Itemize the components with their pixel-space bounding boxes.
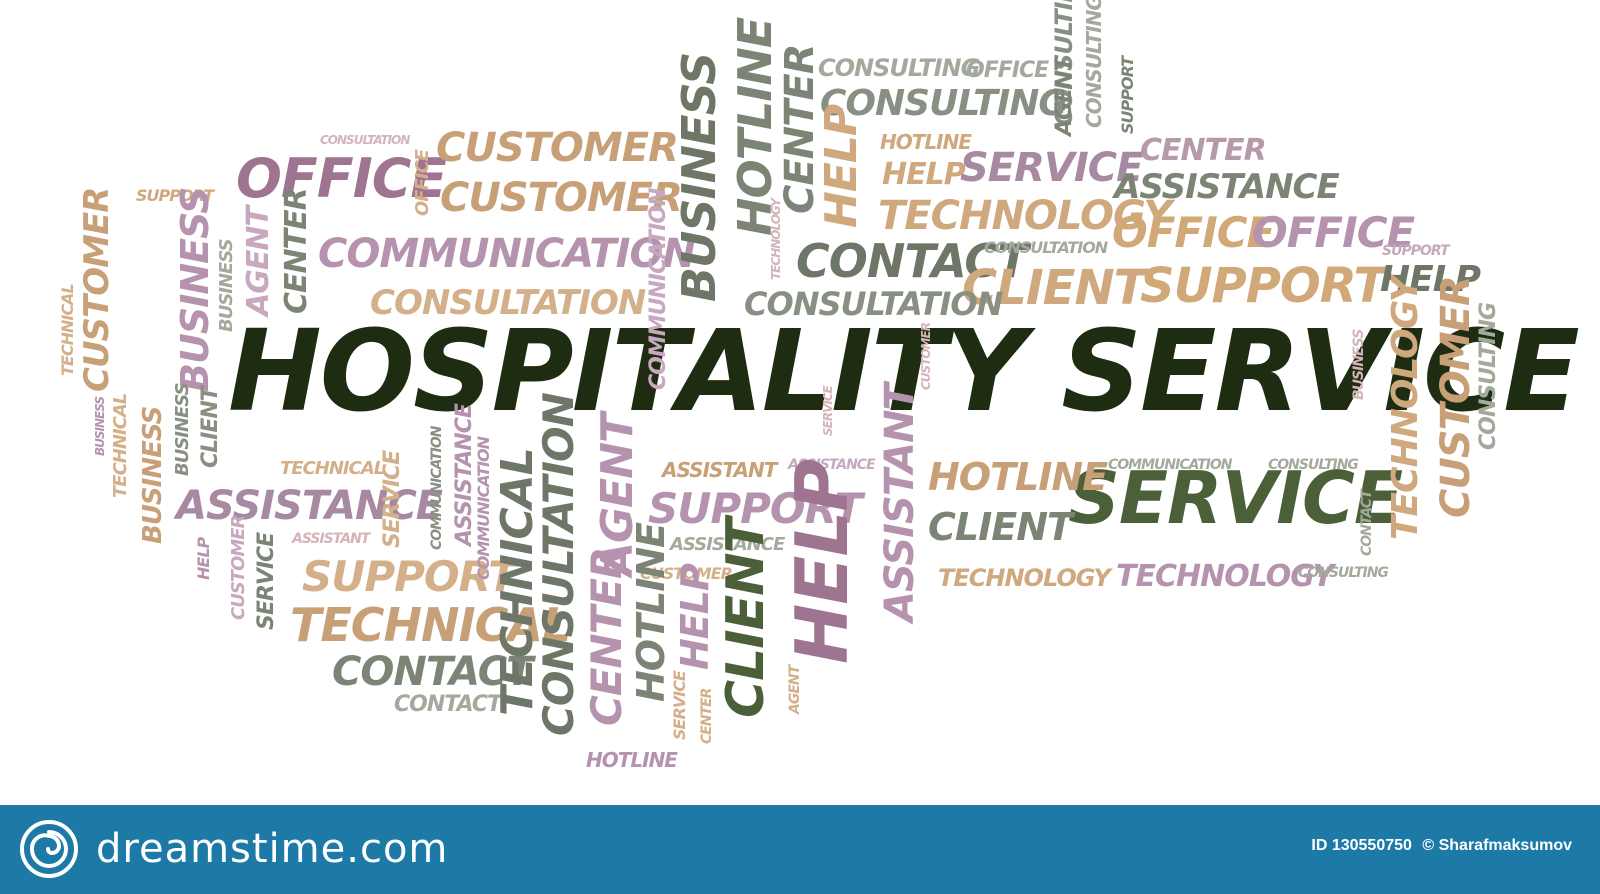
cloud-word: HOTLINE (928, 455, 1108, 499)
author-credit: © Sharafmaksumov (1422, 837, 1572, 854)
cloud-word: SUPPORT (136, 186, 214, 205)
cloud-word: CUSTOMER (77, 187, 117, 392)
cloud-word: TECHNICAL (290, 598, 571, 652)
cloud-word: ASSISTANCE (670, 534, 785, 555)
cloud-word: OFFICE (1112, 208, 1275, 257)
cloud-word: CLIENT (716, 518, 776, 718)
word-cloud: HOSPITALITY SERVICE SERVICE OFFICE CUSTOMER… (58, 0, 1580, 772)
cloud-word: CONSULTATION (984, 238, 1108, 257)
cloud-word: SERVICE (670, 671, 689, 740)
cloud-word: AGENT (1052, 57, 1077, 136)
cloud-word: TECHNOLOGY (938, 564, 1111, 592)
cloud-word: CONTACT (394, 692, 502, 717)
cloud-word: TECHNOLOGY (769, 199, 783, 280)
image-credit: ID 130550750 © Sharafmaksumov (1311, 837, 1578, 855)
cloud-word: COMMUNICATION (474, 437, 493, 580)
cloud-word: TECHNOLOGY (1385, 277, 1426, 540)
brand-name: dreamstime.com (96, 826, 449, 872)
cloud-word: TECHNOLOGY (1116, 559, 1334, 594)
cloud-word: CONSULTING (818, 54, 980, 82)
cloud-word: SUPPORT (1140, 258, 1386, 314)
cloud-word: ASSISTANCE (788, 457, 876, 473)
cloud-word: BUSINESS (138, 406, 168, 544)
cloud-word: ASSISTANT (292, 531, 370, 547)
cloud-word: TECHNICAL (110, 393, 131, 498)
cloud-word: ASSISTANCE (176, 483, 443, 529)
cloud-word: OFFICE (966, 58, 1049, 83)
cloud-word: SERVICE (960, 145, 1143, 191)
cloud-word: COMMUNICATION (318, 231, 696, 277)
cloud-word: COMMUNICATION (429, 426, 445, 550)
cloud-word: CENTER (777, 44, 823, 214)
cloud-word: CONSULTATION (370, 283, 646, 323)
cloud-word: CONSULTATION (534, 393, 583, 736)
cloud-word: COMMUNICATION (1108, 457, 1232, 473)
cloud-word: SUPPORT (1118, 56, 1137, 134)
cloud-word: CONTACT (1359, 490, 1375, 556)
cloud-word: CLIENT (928, 505, 1073, 549)
cloud-word: SERVICE (380, 450, 405, 548)
cloud-word: CENTER (1140, 133, 1267, 168)
cloud-word: OFFICE (236, 147, 447, 210)
cloud-word: HELP (1380, 259, 1481, 300)
cloud-word: BUSINESS (672, 52, 726, 302)
cloud-word: HELP (816, 104, 867, 228)
cloud-word: CUSTOMER (640, 564, 733, 583)
cloud-word: BUSINESS (1351, 329, 1367, 400)
brand-logo-group: dreamstime.com (20, 819, 448, 879)
cloud-word: HELP (780, 459, 864, 664)
cloud-word: OFFICE (412, 149, 433, 216)
cloud-word: TECHNOLOGY (878, 193, 1172, 239)
cloud-word: BUSINESS (216, 239, 237, 332)
cloud-word: TECHNICAL (492, 448, 543, 716)
image-id: ID 130550750 (1311, 837, 1412, 854)
cloud-word: CONTACT (332, 649, 533, 695)
cloud-word: CONSULTING (820, 83, 1068, 124)
cloud-word: AGENT (241, 207, 276, 316)
spiral-logo-icon (20, 820, 78, 878)
cloud-word: CUSTOMER (440, 175, 683, 221)
cloud-word: SERVICE (254, 532, 279, 630)
cloud-word: AGENT (787, 665, 803, 714)
cloud-word: CUSTOMER (228, 515, 249, 620)
cloud-word: BUSINESS (172, 383, 193, 476)
cloud-word: ASSISTANCE (1114, 167, 1340, 207)
cloud-title-word: HOSPITALITY SERVICE (228, 307, 1580, 437)
cloud-word: CONSULTING (1082, 0, 1106, 128)
cloud-word: CONSULTING (1298, 565, 1389, 581)
cloud-word: SUPPORT (1382, 243, 1450, 259)
cloud-word: CONSULTATION (744, 285, 1003, 323)
cloud-word: BUSINESS (173, 187, 217, 392)
cloud-word: CUSTOMER (1433, 276, 1479, 518)
cloud-word: HELP (673, 564, 717, 670)
cloud-word: CONSULTING (1476, 302, 1501, 450)
watermark-footer-bar: dreamstime.com ID 130550750 © Sharafmaks… (0, 805, 1600, 894)
cloud-word: HOTLINE (586, 748, 678, 772)
cloud-word: CENTER (699, 688, 715, 744)
cloud-word: AGENT (592, 413, 643, 576)
cloud-word: HELP (882, 157, 966, 192)
cloud-word: ASSISTANCE (452, 404, 477, 546)
cloud-word: OFFICE (1252, 208, 1415, 257)
cloud-word: CUSTOMER (919, 323, 933, 390)
cloud-word: SERVICE (821, 386, 835, 436)
cloud-word: SERVICE (1068, 456, 1403, 540)
cloud-word: CONSULTING (1268, 457, 1359, 473)
cloud-word: ASSISTANT (877, 384, 923, 622)
cloud-word: CENTER (279, 188, 314, 314)
cloud-word: BUSINESS (93, 396, 107, 456)
cloud-word: CUSTOMER (436, 125, 679, 171)
cloud-word: ASSISTANT (662, 458, 777, 482)
cloud-word: CONSULTATION (320, 133, 410, 147)
cloud-word: CLIENT (962, 260, 1146, 316)
cloud-word: TECHNICAL (58, 284, 77, 376)
cloud-word: HELP (194, 537, 213, 580)
cloud-word: SUPPORT (648, 484, 863, 533)
cloud-word: CONTACT (796, 234, 1028, 288)
cloud-word: TECHNICAL (280, 458, 385, 479)
cloud-word: COMMUNICATION (646, 188, 671, 390)
cloud-word: CLIENT (198, 387, 223, 468)
cloud-word: HOTLINE (880, 130, 972, 154)
cloud-word: SUPPORT (302, 552, 517, 601)
